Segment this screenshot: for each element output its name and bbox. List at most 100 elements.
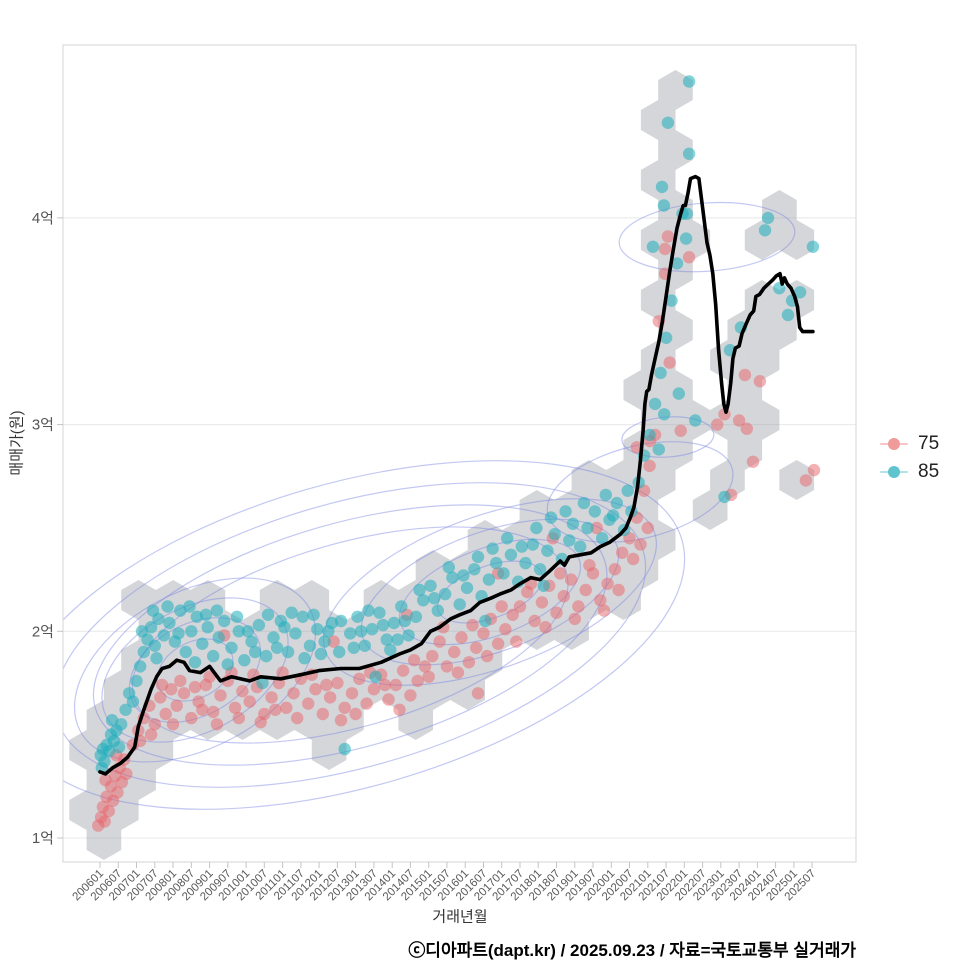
data-point — [369, 670, 382, 683]
hexbin-cell — [744, 400, 780, 440]
density-contour — [92, 504, 608, 766]
data-point — [238, 654, 251, 667]
data-point — [564, 573, 578, 586]
data-point — [362, 604, 375, 617]
data-point — [291, 711, 304, 725]
data-point — [98, 755, 111, 768]
data-point — [479, 614, 492, 628]
y-tick-label: 4억 — [32, 210, 54, 227]
data-point — [144, 621, 158, 634]
data-point — [442, 561, 455, 574]
data-point — [130, 674, 143, 688]
data-point — [157, 629, 171, 642]
hexbin-cell — [588, 550, 624, 590]
data-point — [682, 75, 696, 88]
data-point — [334, 614, 348, 628]
data-point — [718, 490, 731, 504]
data-point — [535, 596, 549, 609]
data-point — [258, 707, 271, 721]
hexbin-cell — [519, 610, 555, 650]
data-point — [457, 569, 470, 582]
data-point — [384, 643, 397, 657]
data-point — [740, 422, 753, 435]
hexbin-cell — [450, 670, 485, 710]
data-point — [354, 625, 368, 638]
y-tick-label: 3억 — [32, 417, 54, 434]
data-point — [183, 600, 196, 613]
data-point — [276, 666, 289, 679]
data-point — [672, 387, 685, 400]
data-point — [537, 579, 550, 592]
data-point — [468, 563, 481, 576]
data-point — [382, 693, 395, 706]
data-point — [680, 207, 694, 220]
data-point — [281, 645, 295, 659]
data-point — [298, 652, 311, 665]
data-point — [807, 463, 821, 477]
attribution-footer: ⓒ디아파트(dapt.kr) / 2025.09.23 / 자료=국토교통부 실… — [408, 941, 856, 960]
data-point — [610, 496, 623, 510]
data-point — [643, 459, 656, 473]
data-point — [579, 583, 592, 597]
data-point — [606, 509, 620, 522]
data-point — [590, 521, 603, 535]
hexbin-cell — [658, 130, 693, 170]
data-point — [528, 614, 541, 628]
data-point — [486, 542, 499, 555]
hexbin-cell — [415, 550, 451, 590]
data-point — [679, 232, 693, 245]
y-tick-label: 2억 — [32, 623, 54, 640]
data-point — [513, 600, 527, 613]
gridlines — [63, 217, 856, 839]
data-point — [351, 610, 364, 623]
legend: 75 85 — [880, 430, 939, 486]
data-point — [212, 631, 225, 644]
data-point — [506, 608, 519, 621]
data-point — [161, 600, 174, 613]
data-point — [154, 691, 167, 704]
data-point — [566, 517, 580, 530]
data-point — [497, 567, 510, 580]
hexbin-cell — [294, 580, 330, 620]
data-point — [203, 670, 216, 683]
data-point — [261, 608, 275, 621]
data-point — [426, 649, 439, 663]
density-contour — [73, 577, 317, 763]
hexbin-cell — [675, 220, 711, 260]
data-point — [144, 728, 158, 741]
data-point — [389, 678, 402, 692]
data-point — [574, 540, 587, 553]
data-point — [185, 625, 198, 638]
data-point — [280, 701, 293, 714]
hexbin-cell — [658, 190, 693, 230]
data-point — [682, 251, 696, 264]
data-point — [519, 556, 532, 570]
data-point — [148, 718, 161, 731]
data-point — [327, 635, 340, 648]
data-point — [270, 641, 284, 654]
data-point — [526, 538, 539, 551]
density-contour — [618, 201, 796, 273]
data-point — [210, 604, 224, 617]
data-point — [391, 633, 404, 646]
data-point — [353, 672, 366, 685]
data-point — [407, 654, 421, 667]
data-point — [196, 703, 209, 716]
data-point — [177, 687, 191, 700]
data-point — [188, 680, 202, 694]
data-point — [365, 623, 379, 636]
data-point — [627, 552, 640, 566]
data-point — [451, 666, 465, 679]
data-point — [753, 375, 767, 388]
data-point — [210, 718, 224, 731]
density-contour — [360, 518, 620, 666]
data-point — [641, 521, 654, 535]
data-point — [380, 633, 393, 646]
data-point — [554, 567, 567, 580]
data-point — [98, 815, 111, 828]
data-point — [225, 641, 238, 654]
data-point — [344, 627, 357, 640]
data-point — [596, 532, 609, 545]
density-contour — [63, 482, 647, 788]
